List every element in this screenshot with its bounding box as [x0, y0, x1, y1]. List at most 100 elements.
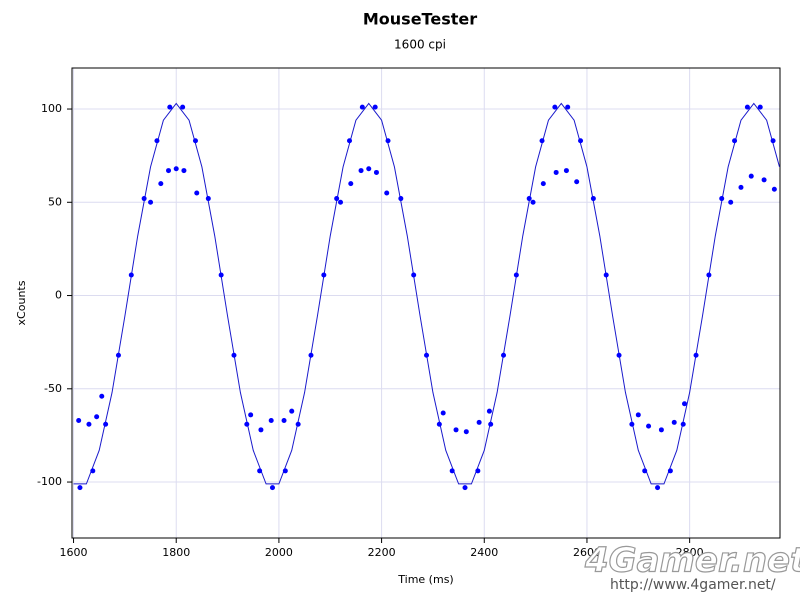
data-point [411, 272, 417, 278]
data-point [488, 421, 494, 427]
data-point [154, 138, 160, 144]
data-point [682, 401, 688, 407]
data-point [646, 423, 652, 429]
data-point [359, 104, 365, 110]
data-point [77, 485, 83, 491]
data-point [680, 421, 686, 427]
data-point [99, 393, 105, 399]
x-tick-label: 1800 [162, 546, 190, 559]
data-point [358, 168, 364, 174]
data-point [385, 138, 391, 144]
data-point [398, 196, 404, 202]
data-point [268, 418, 274, 423]
data-point [192, 138, 198, 144]
data-point [761, 177, 767, 183]
data-point [475, 468, 481, 474]
data-point [530, 199, 536, 205]
data-point [373, 169, 379, 175]
data-point [269, 485, 275, 491]
data-point [748, 173, 754, 179]
data-point [635, 412, 641, 418]
data-point [334, 196, 340, 202]
data-point [501, 352, 507, 358]
data-point [462, 485, 468, 491]
data-point [706, 272, 712, 278]
x-tick-label: 2600 [573, 546, 601, 559]
data-point [436, 421, 442, 427]
data-point [205, 196, 211, 202]
y-tick-label: 0 [55, 289, 62, 302]
data-point [321, 272, 327, 278]
data-point [167, 104, 173, 110]
x-tick-label: 2800 [676, 546, 704, 559]
data-point [629, 421, 635, 427]
data-point [115, 352, 121, 358]
data-point [103, 421, 109, 427]
x-axis-label: Time (ms) [397, 573, 453, 586]
data-point [453, 427, 459, 433]
data-point [282, 468, 288, 474]
data-point [180, 104, 186, 110]
data-point [194, 190, 200, 196]
data-point [308, 352, 314, 358]
data-point [642, 468, 648, 474]
data-point [76, 418, 82, 423]
data-point [526, 196, 532, 202]
data-point [476, 419, 482, 425]
data-point [563, 168, 569, 174]
watermark-url: http://www.4gamer.net/ [610, 577, 776, 593]
data-point [295, 421, 301, 427]
data-point [744, 104, 750, 110]
data-point [366, 166, 372, 172]
data-point [258, 427, 264, 433]
data-point [440, 410, 446, 416]
data-point [616, 352, 622, 358]
data-point [384, 190, 390, 196]
data-point [513, 272, 519, 278]
data-point [693, 352, 699, 358]
data-point [771, 186, 777, 192]
data-point [590, 196, 596, 202]
data-point [770, 138, 776, 144]
data-point [671, 419, 677, 425]
chart-subtitle: 1600 cpi [394, 38, 446, 52]
data-point [732, 138, 738, 144]
y-tick-label: 50 [48, 195, 62, 208]
data-point [553, 169, 559, 175]
data-point [486, 408, 492, 414]
data-point [540, 181, 546, 187]
data-point [372, 104, 378, 110]
data-point [257, 468, 263, 474]
data-point [603, 272, 609, 278]
data-point [94, 414, 100, 420]
data-point [86, 421, 92, 427]
data-point [719, 196, 725, 202]
data-point [141, 196, 147, 202]
data-point [158, 181, 164, 187]
y-tick-label: 100 [41, 102, 62, 115]
data-point [128, 272, 134, 278]
data-point [90, 468, 96, 474]
data-point [667, 468, 673, 474]
data-point [281, 418, 287, 423]
data-point [658, 427, 664, 433]
data-point [181, 168, 187, 174]
data-point [539, 138, 545, 144]
x-tick-label: 2000 [265, 546, 293, 559]
y-axis-label: xCounts [15, 280, 28, 325]
data-point [289, 408, 295, 414]
data-point [655, 485, 661, 491]
x-tick-label: 2200 [368, 546, 396, 559]
data-point [578, 138, 584, 144]
data-point [173, 166, 179, 172]
data-point [166, 168, 172, 174]
data-point [218, 272, 224, 278]
data-point [757, 104, 763, 110]
data-point [552, 104, 558, 110]
data-point [348, 181, 354, 187]
data-point [248, 412, 254, 418]
data-point [574, 179, 580, 185]
data-point [338, 199, 344, 205]
